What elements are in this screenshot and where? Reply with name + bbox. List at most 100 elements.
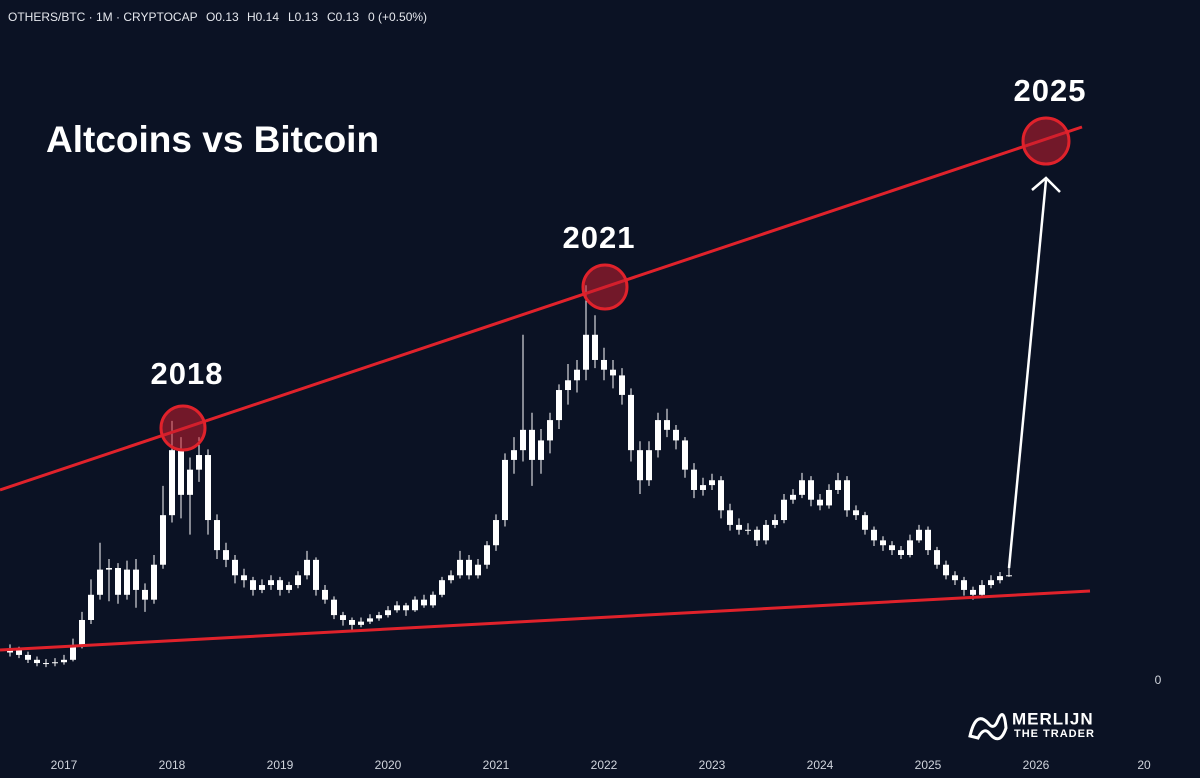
annotation: 2021 bbox=[563, 220, 636, 255]
candle-body bbox=[556, 390, 562, 421]
lower-trendline bbox=[0, 589, 1091, 652]
candle-body bbox=[970, 589, 976, 595]
candle-body bbox=[97, 569, 103, 595]
change: 0 (+0.50%) bbox=[368, 10, 427, 24]
candle-body bbox=[493, 520, 499, 546]
candle-body bbox=[700, 485, 706, 490]
candle-body bbox=[232, 559, 238, 576]
candle-body bbox=[835, 480, 841, 490]
x-tick-label: 2023 bbox=[699, 758, 726, 772]
candle-body bbox=[511, 450, 517, 460]
candle-body bbox=[709, 480, 715, 486]
candle-body bbox=[160, 515, 166, 565]
candle-body bbox=[178, 450, 184, 495]
candle-body bbox=[502, 459, 508, 521]
candle-body bbox=[997, 576, 1003, 581]
candle-body bbox=[1006, 575, 1012, 577]
candle-body bbox=[610, 369, 616, 376]
candle-body bbox=[151, 564, 157, 600]
candle-body bbox=[853, 510, 859, 516]
candle-body bbox=[277, 580, 283, 590]
candle-body bbox=[7, 650, 13, 653]
candle-body bbox=[889, 545, 895, 551]
candle-body bbox=[925, 529, 931, 551]
candle-body bbox=[385, 610, 391, 616]
open: O0.13 bbox=[206, 10, 239, 24]
candle-body bbox=[430, 594, 436, 606]
y-tick-label: 0 bbox=[1155, 673, 1162, 687]
candle-body bbox=[565, 380, 571, 391]
candle-body bbox=[898, 550, 904, 555]
candle-body bbox=[844, 480, 850, 511]
projection-arrow bbox=[1007, 179, 1048, 569]
candle-body bbox=[655, 420, 661, 451]
candle-body bbox=[763, 524, 769, 541]
candle-body bbox=[133, 569, 139, 590]
candle-body bbox=[358, 621, 364, 625]
candle-body bbox=[547, 420, 553, 441]
candle-body bbox=[592, 334, 598, 360]
candle-body bbox=[70, 645, 76, 660]
candle-body bbox=[601, 359, 607, 370]
x-tick-label: 20 bbox=[1137, 758, 1151, 772]
x-tick-label: 2025 bbox=[915, 758, 942, 772]
candle-body bbox=[196, 455, 202, 470]
candle-body bbox=[313, 559, 319, 590]
candle-body bbox=[475, 564, 481, 576]
candle-body bbox=[223, 550, 229, 560]
target-marker bbox=[1021, 116, 1071, 166]
x-tick-label: 2026 bbox=[1023, 758, 1050, 772]
candle-body bbox=[943, 564, 949, 576]
logo-tagline: THE TRADER bbox=[1014, 728, 1095, 740]
peak-marker bbox=[581, 263, 629, 311]
candle-body bbox=[799, 480, 805, 495]
candle-body bbox=[349, 619, 355, 625]
candle-body bbox=[727, 510, 733, 525]
candle-body bbox=[862, 515, 868, 530]
arrow-head bbox=[1031, 176, 1061, 193]
candle-body bbox=[673, 429, 679, 441]
candle-body bbox=[322, 589, 328, 600]
candle-body bbox=[790, 494, 796, 500]
candle-body bbox=[79, 619, 85, 646]
candle-body bbox=[340, 615, 346, 620]
candle-body bbox=[268, 580, 274, 586]
candle-body bbox=[43, 663, 49, 665]
candle-body bbox=[394, 605, 400, 611]
candle-body bbox=[619, 375, 625, 395]
candle-body bbox=[376, 615, 382, 619]
annotation: 2018 bbox=[151, 356, 224, 391]
candle-body bbox=[250, 580, 256, 590]
candle-body bbox=[934, 550, 940, 565]
candle-body bbox=[259, 585, 265, 590]
low: L0.13 bbox=[288, 10, 318, 24]
candle-body bbox=[538, 440, 544, 460]
candle-body bbox=[439, 580, 445, 595]
candle-body bbox=[961, 580, 967, 590]
candle-body bbox=[61, 659, 67, 663]
candle-body bbox=[574, 369, 580, 381]
x-tick-label: 2017 bbox=[51, 758, 78, 772]
candle-body bbox=[826, 489, 832, 506]
candle-body bbox=[187, 469, 193, 495]
candle-body bbox=[754, 529, 760, 541]
candle-body bbox=[331, 599, 337, 616]
candle-body bbox=[124, 569, 130, 595]
candle-body bbox=[106, 567, 112, 570]
candle-body bbox=[286, 585, 292, 590]
candle-body bbox=[295, 575, 301, 586]
candle-body bbox=[214, 520, 220, 551]
candle-body bbox=[16, 650, 22, 655]
candle-body bbox=[484, 545, 490, 565]
symbol: OTHERS/BTC · 1M · CRYPTOCAP bbox=[8, 10, 198, 24]
candle-body bbox=[781, 499, 787, 521]
candle-body bbox=[583, 334, 589, 370]
candle-body bbox=[169, 450, 175, 516]
candle-body bbox=[205, 455, 211, 521]
candle-body bbox=[637, 450, 643, 481]
candle-body bbox=[682, 440, 688, 470]
candle-body bbox=[880, 540, 886, 546]
close: C0.13 bbox=[327, 10, 359, 24]
candle-body bbox=[664, 420, 670, 430]
candle-body bbox=[34, 659, 40, 664]
